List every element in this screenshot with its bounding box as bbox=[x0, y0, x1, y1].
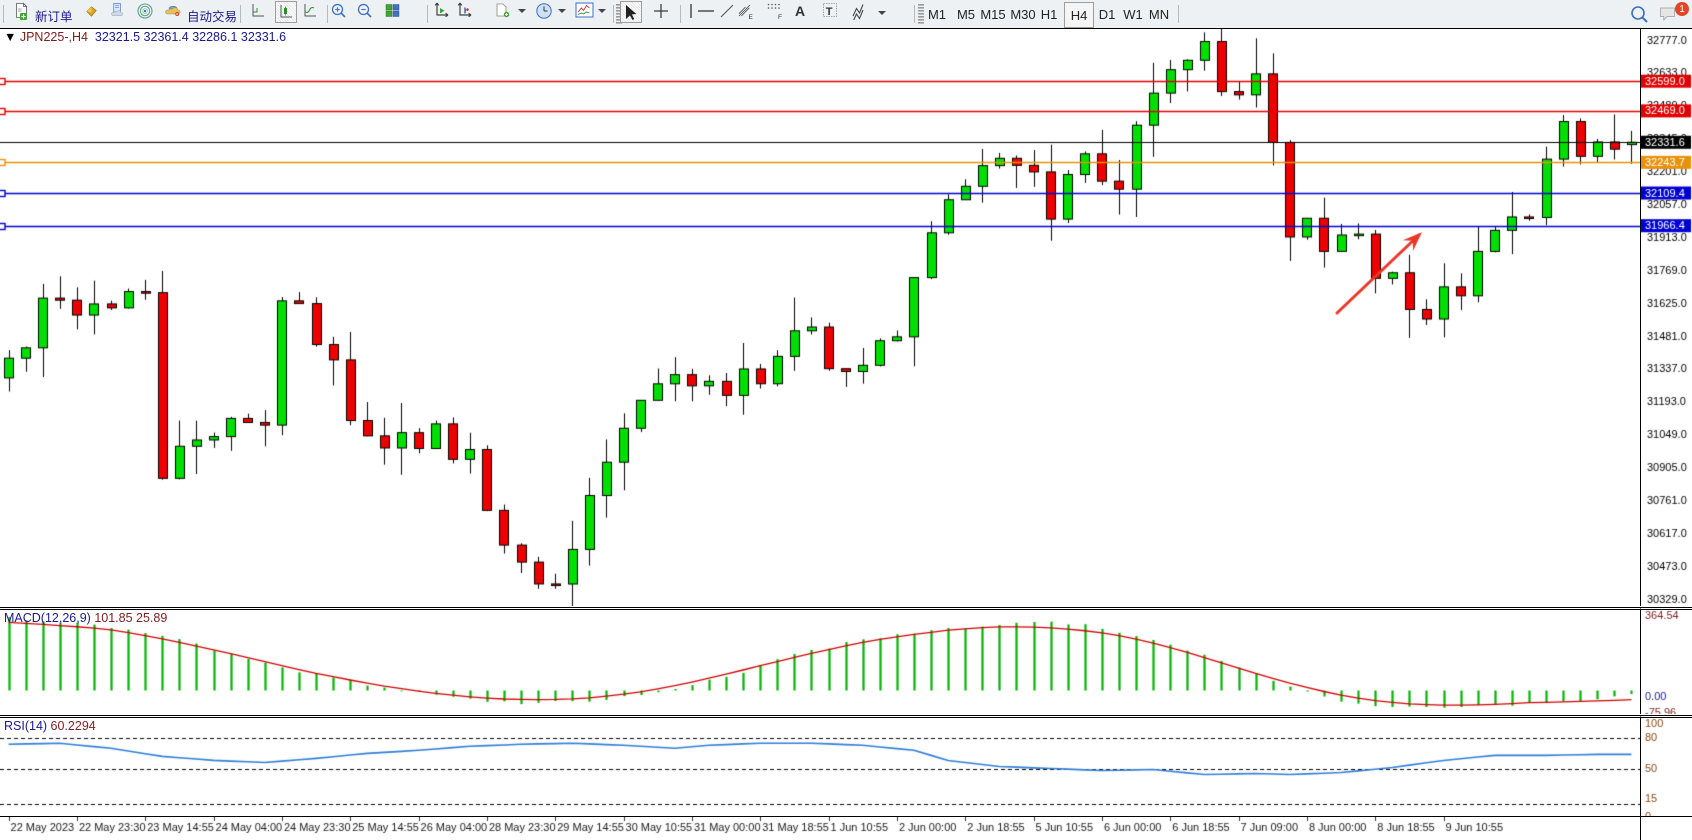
svg-text:T: T bbox=[826, 6, 833, 18]
svg-text:F: F bbox=[778, 14, 782, 20]
svg-text:A: A bbox=[795, 3, 805, 19]
svg-text:E: E bbox=[749, 14, 754, 20]
